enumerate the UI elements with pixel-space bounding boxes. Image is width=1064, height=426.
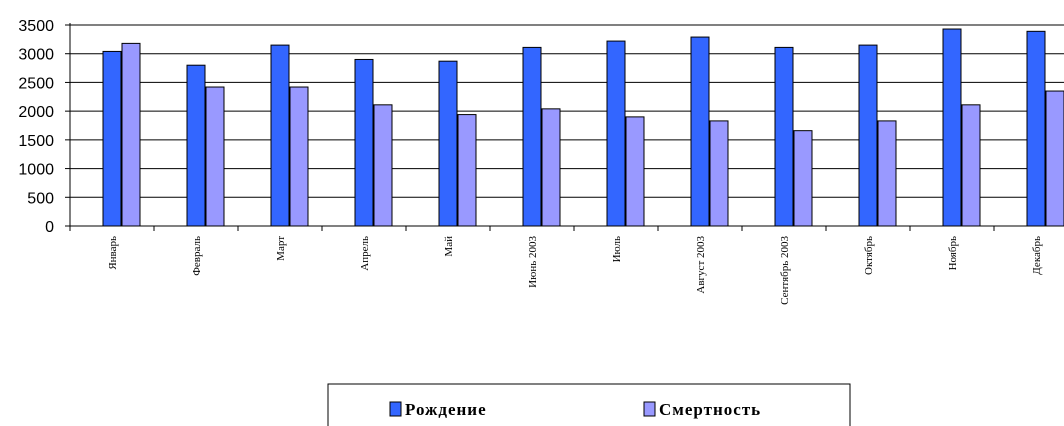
- y-tick-label: 3000: [18, 47, 54, 64]
- bar-birth: [270, 44, 290, 227]
- x-tick-label: Февраль: [191, 236, 203, 276]
- bar-death: [457, 114, 477, 227]
- x-tick-label: Март: [275, 236, 287, 261]
- x-tick-label: Июнь 2003: [527, 236, 539, 288]
- y-tick-label: 3500: [18, 18, 54, 35]
- bar-death: [289, 86, 309, 227]
- gridlines: [70, 24, 1064, 198]
- legend-label-birth: Рождение: [405, 400, 487, 419]
- bar-birth: [858, 44, 878, 227]
- legend-swatch-death: [643, 401, 656, 417]
- bar-death: [793, 130, 813, 227]
- y-tick-label: 1500: [18, 133, 54, 150]
- x-tick-labels: Январь Февраль Март Апрель Май Июнь 2003 Июль А…: [107, 236, 1043, 305]
- x-tick-label: Ноябрь: [947, 236, 959, 270]
- legend-box: [327, 383, 851, 426]
- bar-birth: [186, 64, 206, 227]
- y-tick-label: 1000: [18, 162, 54, 179]
- x-tick-label: Август 2003: [695, 236, 707, 294]
- bar-birth: [354, 58, 374, 227]
- bar-death: [877, 120, 897, 227]
- bars: [102, 28, 1064, 227]
- bar-death: [121, 42, 141, 227]
- bar-death: [625, 116, 645, 227]
- bar-birth: [1026, 30, 1046, 227]
- x-tick-label: Май: [443, 236, 455, 257]
- y-tick-label: 0: [45, 219, 54, 236]
- y-tick-label: 500: [27, 190, 54, 207]
- bar-birth: [438, 60, 458, 227]
- bar-birth: [522, 46, 542, 227]
- y-tick-labels: 0 500 1000 1500 2000 2500 3000 3500: [18, 18, 70, 236]
- y-tick-label: 2000: [18, 104, 54, 121]
- legend-swatch-birth: [389, 401, 402, 417]
- x-tick-label: Сентябрь 2003: [779, 236, 791, 305]
- bar-birth: [774, 46, 794, 227]
- legend: Рождение Смертность: [327, 383, 851, 426]
- bar-birth: [942, 28, 962, 227]
- x-tick-label: Апрель: [359, 236, 371, 271]
- bar-death: [373, 104, 393, 227]
- bar-death: [961, 104, 981, 227]
- bar-death: [1045, 90, 1064, 227]
- x-tick-label: Октябрь: [863, 236, 875, 275]
- bar-birth: [102, 50, 122, 227]
- bar-birth: [606, 40, 626, 227]
- legend-label-death: Смертность: [659, 400, 761, 419]
- x-tick-label: Декабрь: [1031, 236, 1043, 275]
- axes: [69, 23, 1064, 231]
- bar-death: [709, 120, 729, 227]
- bar-death: [541, 108, 561, 227]
- bar-birth: [690, 36, 710, 227]
- x-tick-label: Январь: [107, 236, 119, 270]
- x-tick-label: Июль: [611, 236, 623, 262]
- bar-death: [205, 86, 225, 227]
- y-tick-label: 2500: [18, 75, 54, 92]
